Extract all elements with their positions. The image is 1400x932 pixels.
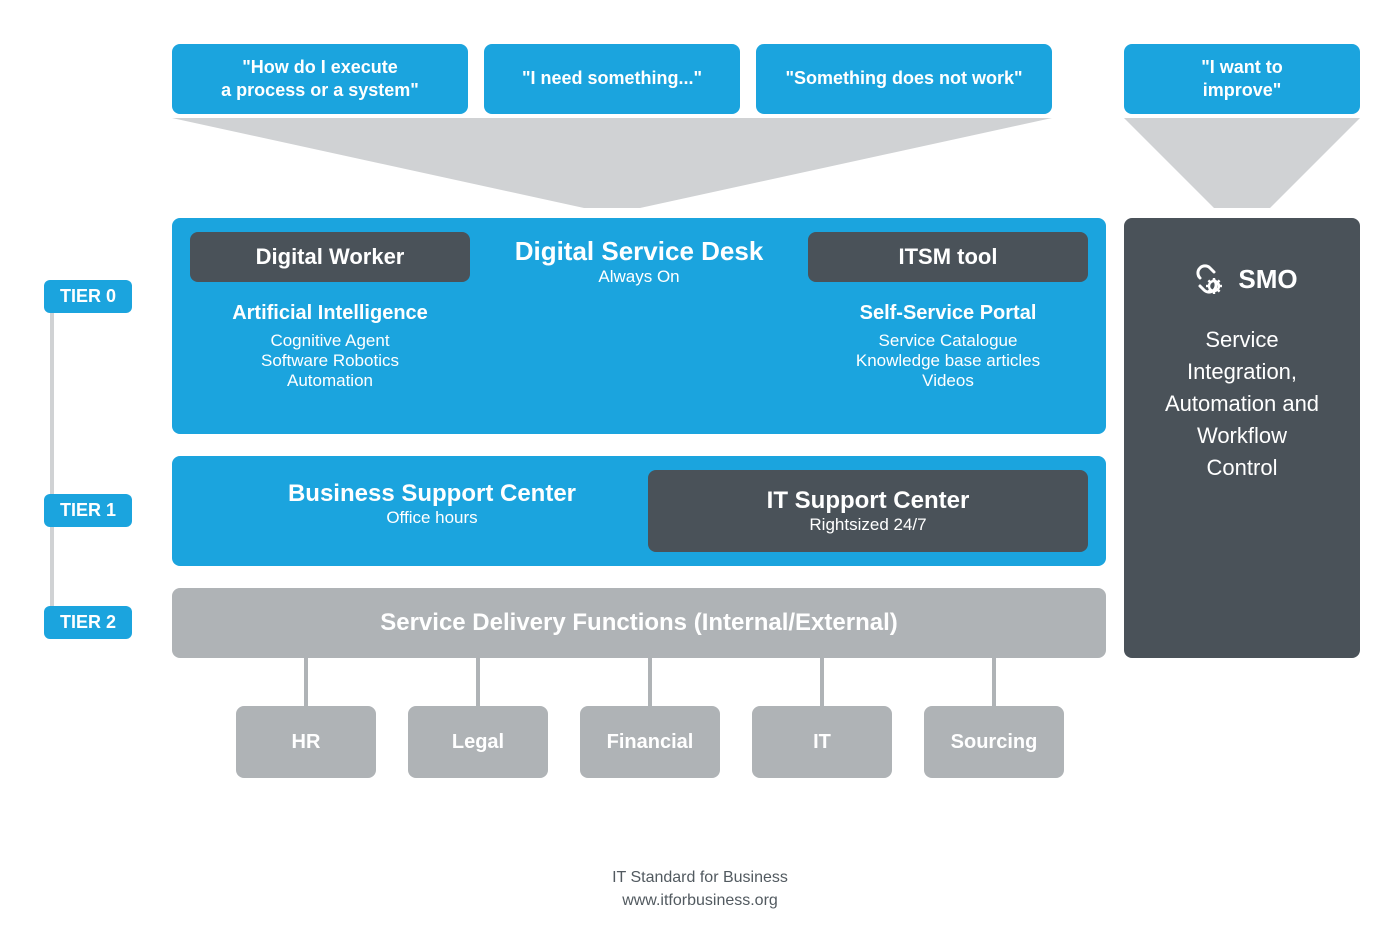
dsd-sub: Always On — [472, 267, 806, 287]
quote-pill-1: "I need something..." — [484, 44, 740, 114]
itsc-title: IT Support Center — [767, 487, 970, 515]
digital-worker-label: Digital Worker — [256, 244, 405, 270]
itsm-tool-box: ITSM tool — [808, 232, 1088, 282]
link-gear-icon — [1186, 258, 1228, 300]
tier-label-1: TIER 1 — [44, 494, 132, 527]
ai-item-0: Cognitive Agent — [190, 331, 470, 351]
ai-title: Artificial Intelligence — [190, 302, 470, 325]
func-box-it: IT — [752, 706, 892, 778]
smo-panel: SMO Service Integration, Automation and … — [1124, 218, 1360, 658]
tier-label-2: TIER 2 — [44, 606, 132, 639]
tier-label-0: TIER 0 — [44, 280, 132, 313]
func-box-legal: Legal — [408, 706, 548, 778]
func-connector-1 — [476, 658, 480, 706]
func-connector-3 — [820, 658, 824, 706]
tier2-title: Service Delivery Functions (Internal/Ext… — [380, 609, 898, 637]
bsc-sub: Office hours — [172, 508, 692, 528]
func-box-hr: HR — [236, 706, 376, 778]
smo-subtitle: Service Integration, Automation and Work… — [1147, 324, 1337, 483]
footer-line2: www.itforbusiness.org — [0, 890, 1400, 912]
ssp-item-0: Service Catalogue — [808, 331, 1088, 351]
bsc-title: Business Support Center — [172, 480, 692, 508]
tier1-block: Business Support Center Office hours IT … — [172, 456, 1106, 566]
itsm-tool-label: ITSM tool — [899, 244, 998, 270]
footer: IT Standard for Business www.itforbusine… — [0, 867, 1400, 912]
tier-line — [50, 300, 54, 630]
func-connector-0 — [304, 658, 308, 706]
func-box-financial: Financial — [580, 706, 720, 778]
quote-pill-0: "How do I execute a process or a system" — [172, 44, 468, 114]
func-connector-4 — [992, 658, 996, 706]
tier0-block: Digital Worker ITSM tool Digital Service… — [172, 218, 1106, 434]
itsc-sub: Rightsized 24/7 — [809, 515, 926, 535]
smo-label: SMO — [1238, 264, 1297, 295]
ssp-item-2: Videos — [808, 371, 1088, 391]
quote-pill-3: "I want to improve" — [1124, 44, 1360, 114]
business-support-center: Business Support Center Office hours — [172, 480, 692, 528]
it-support-center-box: IT Support Center Rightsized 24/7 — [648, 470, 1088, 552]
func-connector-2 — [648, 658, 652, 706]
tier2-block: Service Delivery Functions (Internal/Ext… — [172, 588, 1106, 658]
self-service-column: Self-Service Portal Service Catalogue Kn… — [808, 302, 1088, 391]
func-box-sourcing: Sourcing — [924, 706, 1064, 778]
ai-item-1: Software Robotics — [190, 351, 470, 371]
digital-worker-box: Digital Worker — [190, 232, 470, 282]
ai-item-2: Automation — [190, 371, 470, 391]
digital-service-desk-heading: Digital Service Desk Always On — [472, 236, 806, 287]
ai-column: Artificial Intelligence Cognitive Agent … — [190, 302, 470, 391]
footer-line1: IT Standard for Business — [0, 867, 1400, 889]
dsd-title: Digital Service Desk — [472, 236, 806, 267]
quote-pill-2: "Something does not work" — [756, 44, 1052, 114]
ssp-title: Self-Service Portal — [808, 302, 1088, 325]
ssp-item-1: Knowledge base articles — [808, 351, 1088, 371]
